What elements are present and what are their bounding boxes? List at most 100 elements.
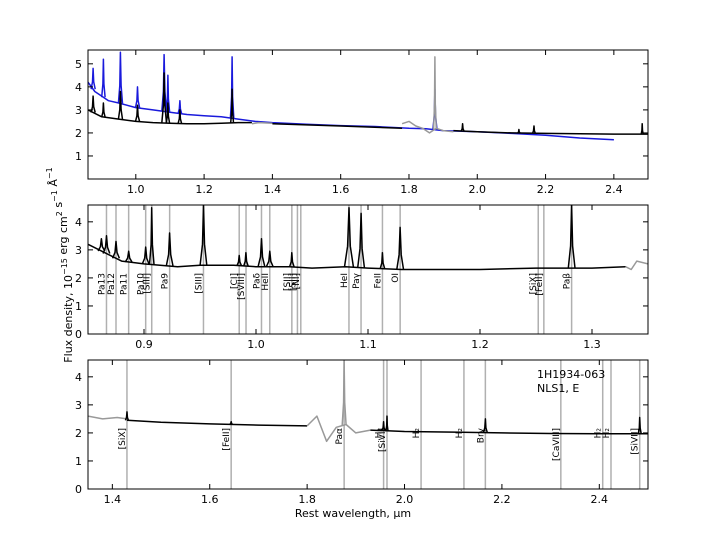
- line-label-4: [SIII]: [143, 273, 153, 294]
- line-label-14: HeI: [340, 273, 350, 288]
- line-label-18: [SiX]: [529, 273, 539, 294]
- line-label-20: Paβ: [563, 273, 573, 290]
- emission-peak-black-8: [236, 254, 243, 266]
- emission-peak-black-16: [396, 226, 405, 270]
- x-tick-label: 1.8: [298, 493, 316, 506]
- emission-peak-black-0: [381, 420, 386, 431]
- line-label-2: Paα: [335, 428, 345, 445]
- spectrum-gray-3: [306, 415, 371, 443]
- y-axis-label: Flux density, 10−15 erg cm2 s−1 Å−1: [45, 167, 75, 362]
- emission-peak-black-14: [356, 212, 366, 268]
- emission-peak-black-7: [199, 205, 208, 266]
- emission-peak-black-12: [288, 251, 295, 268]
- emission-peak-black-1: [385, 415, 389, 431]
- emission-peak-blue-1: [100, 58, 106, 98]
- emission-peak-black-1: [102, 235, 111, 254]
- spectrum-gray-4: [251, 121, 273, 125]
- emission-peak-black-0: [90, 95, 96, 113]
- panels-group: 1.0 1.2 1.4 1.6 1.8 2.0 2.2 2.4 1 2 3 4 5 0.9 1.0 1.1 1.…: [75, 49, 649, 506]
- emission-peak-black-11: [265, 250, 274, 268]
- x-tick-label: 1.0: [247, 338, 265, 351]
- axes-frame: [87, 359, 649, 490]
- line-label-11: [SII]: [283, 273, 293, 291]
- line-label-16: FeII: [373, 273, 383, 289]
- line-label-1: Pa12: [107, 273, 117, 295]
- line-label-6: H₂: [455, 428, 465, 439]
- emission-peak-black-2: [117, 90, 124, 120]
- line-label-17: OI: [391, 273, 401, 283]
- line-label-11: [SiVII]: [631, 428, 641, 455]
- emission-peak-black-0: [460, 122, 465, 132]
- emission-peak-black-2: [482, 418, 489, 433]
- x-tick-label: 1.1: [359, 338, 377, 351]
- object-name-annotation: 1H1934-063: [537, 368, 605, 381]
- x-tick-label: 1.3: [583, 338, 601, 351]
- line-label-5: H₂: [412, 428, 422, 439]
- emission-peak-black-5: [148, 207, 155, 265]
- emission-peak-black-4: [141, 246, 150, 265]
- line-label-3: H₂: [375, 428, 385, 439]
- spectrum-black-5: [370, 429, 648, 435]
- line-label-10: HeII: [261, 273, 271, 291]
- emission-peak-black-2: [111, 240, 121, 259]
- x-tick-label: 0.9: [135, 338, 153, 351]
- x-tick-label: 1.2: [471, 338, 489, 351]
- x-tick-label: 2.4: [605, 183, 623, 196]
- axes-frame: [87, 49, 649, 180]
- x-tick-label: 2.4: [591, 493, 609, 506]
- line-label-8: [SVIII]: [237, 273, 247, 300]
- emission-peak-black-0: [97, 237, 106, 252]
- emission-peak-black-1: [229, 420, 234, 425]
- line-label-7: [CI]: [230, 273, 240, 289]
- x-axis-label: Rest wavelength, μm: [295, 507, 411, 520]
- line-label-0: Pa13: [98, 273, 108, 295]
- spectrum-black-8: [453, 129, 648, 135]
- x-tick-label: 2.0: [396, 493, 414, 506]
- line-label-15: Paγ: [352, 272, 362, 289]
- line-label-10: H₂: [602, 428, 612, 439]
- line-label-7: Brγ: [476, 427, 486, 443]
- emission-peak-black-10: [257, 237, 266, 267]
- spectrum-gray-2: [625, 260, 648, 271]
- y-tick-label: 2: [75, 427, 82, 440]
- emission-peak-black-15: [379, 251, 386, 269]
- panel-full-spectrum: 1.0 1.2 1.4 1.6 1.8 2.0 2.2 2.4 1 2 3 4 5: [75, 49, 649, 196]
- emission-peak-black-1: [517, 128, 521, 134]
- line-label-5: Pa9: [161, 273, 171, 290]
- emission-peak-black-5: [165, 102, 171, 124]
- emission-peak-black-2: [531, 125, 537, 134]
- y-tick-label: 1: [75, 300, 82, 313]
- y-tick-label: 4: [75, 81, 82, 94]
- line-label-4: [SiVI]: [378, 428, 388, 452]
- emission-peak-blue-5: [165, 74, 171, 112]
- line-label-12: [SII]: [288, 273, 298, 291]
- emission-peak-blue-3: [134, 86, 141, 108]
- y-tick-label: 1: [75, 150, 82, 163]
- y-tick-label: 5: [75, 58, 82, 71]
- emission-peak-black-13: [343, 207, 355, 268]
- line-label-2: Pa11: [120, 273, 130, 295]
- spectrum-black-2: [88, 109, 252, 125]
- emission-peak-black-4: [161, 72, 168, 124]
- emission-peak-black-3: [637, 416, 642, 434]
- y-tick-label: 3: [75, 244, 82, 257]
- line-label-6: [SIII]: [195, 273, 205, 294]
- x-tick-label: 1.8: [400, 183, 418, 196]
- y-tick-label: 4: [75, 371, 82, 384]
- emission-peak-black-3: [124, 250, 133, 263]
- emission-peak-blue-0: [90, 67, 96, 90]
- x-tick-label: 1.4: [264, 183, 282, 196]
- x-tick-label: 1.2: [195, 183, 213, 196]
- y-tick-label: 3: [75, 104, 82, 117]
- line-label-19: [FeII]: [535, 273, 545, 296]
- x-tick-label: 2.2: [493, 493, 511, 506]
- x-tick-label: 1.4: [104, 493, 122, 506]
- x-tick-label: 1.0: [127, 183, 145, 196]
- emission-peak-blue-6: [177, 99, 183, 114]
- y-tick-label: 3: [75, 399, 82, 412]
- emission-peak-black-1: [100, 102, 106, 118]
- emission-peak-black-17: [567, 205, 576, 269]
- y-tick-label: 0: [75, 483, 82, 496]
